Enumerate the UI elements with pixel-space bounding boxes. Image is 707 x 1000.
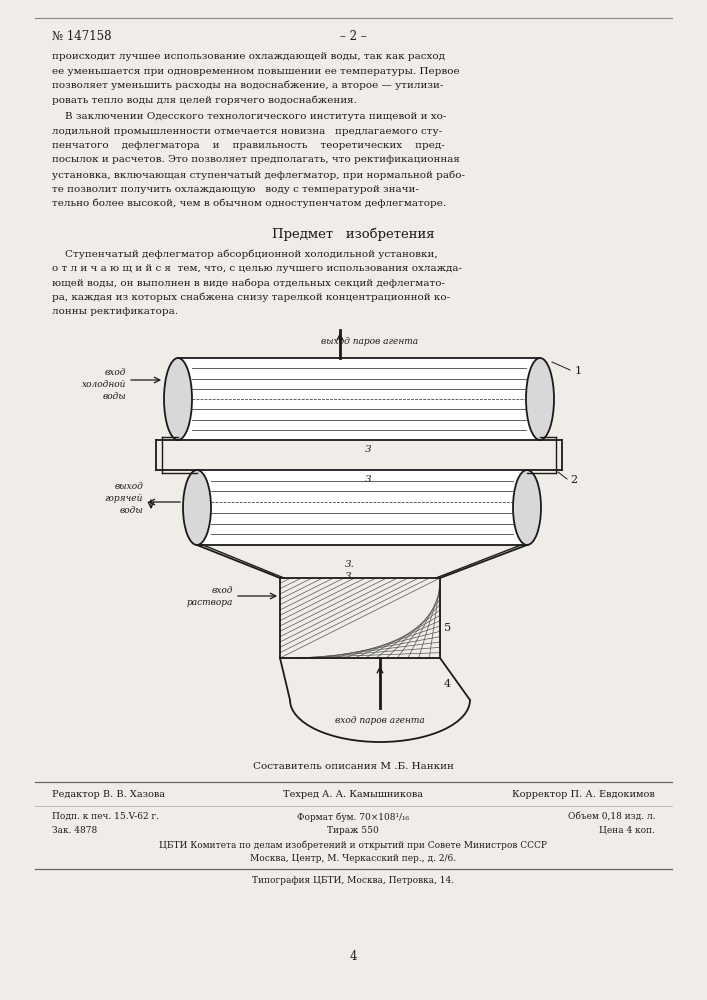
Bar	[178, 358, 540, 440]
Text: 3: 3	[365, 445, 372, 454]
Text: происходит лучшее использование охлаждающей воды, так как расход: происходит лучшее использование охлаждаю…	[52, 52, 445, 61]
Text: тельно более высокой, чем в обычном одноступенчатом дефлегматоре.: тельно более высокой, чем в обычном одно…	[52, 199, 446, 209]
Text: выход паров агента: выход паров агента	[322, 337, 419, 346]
Text: Москва, Центр, М. Черкасский пер., д. 2/6.: Москва, Центр, М. Черкасский пер., д. 2/…	[250, 854, 456, 863]
Text: воды: воды	[119, 506, 143, 515]
Text: 3.: 3.	[345, 560, 355, 569]
Text: ра, каждая из которых снабжена снизу тарелкой концентрационной ко-: ра, каждая из которых снабжена снизу тар…	[52, 293, 450, 302]
Text: 1: 1	[575, 366, 582, 376]
Text: ющей воды, он выполнен в виде набора отдельных секций дефлегмато-: ющей воды, он выполнен в виде набора отд…	[52, 278, 445, 288]
Text: 4: 4	[444, 679, 451, 689]
Text: Типография ЦБТИ, Москва, Петровка, 14.: Типография ЦБТИ, Москва, Петровка, 14.	[252, 876, 454, 885]
Text: Зак. 4878: Зак. 4878	[52, 826, 98, 835]
Text: ее уменьшается при одновременном повышении ее температуры. Первое: ее уменьшается при одновременном повышен…	[52, 66, 460, 76]
Text: Корректор П. А. Евдокимов: Корректор П. А. Евдокимов	[513, 790, 655, 799]
Text: Редактор В. В. Хазова: Редактор В. В. Хазова	[52, 790, 165, 799]
Text: посылок и расчетов. Это позволяет предполагать, что ректификационная: посылок и расчетов. Это позволяет предпо…	[52, 155, 460, 164]
Text: лонны ректификатора.: лонны ректификатора.	[52, 308, 178, 316]
Text: № 147158: № 147158	[52, 30, 112, 43]
Text: Тираж 550: Тираж 550	[327, 826, 379, 835]
Text: Техред А. А. Камышникова: Техред А. А. Камышникова	[283, 790, 423, 799]
Text: Формат бум. 70×108¹/₁₆: Формат бум. 70×108¹/₁₆	[297, 812, 409, 822]
Text: ровать тепло воды для целей горячего водоснабжения.: ровать тепло воды для целей горячего вод…	[52, 96, 357, 105]
Text: Составитель описания М .Б. Нанкин: Составитель описания М .Б. Нанкин	[252, 762, 453, 771]
Text: 4: 4	[349, 950, 357, 963]
Text: те позволит получить охлаждающую   воду с температурой значи-: те позволит получить охлаждающую воду с …	[52, 184, 419, 194]
Ellipse shape	[164, 358, 192, 440]
Text: раствора: раствора	[187, 598, 233, 607]
Text: Подп. к печ. 15.V-62 г.: Подп. к печ. 15.V-62 г.	[52, 812, 159, 821]
Text: Объем 0,18 изд. л.: Объем 0,18 изд. л.	[568, 812, 655, 821]
Text: В заключении Одесского технологического института пищевой и хо-: В заключении Одесского технологического …	[52, 112, 446, 121]
Text: пенчатого    дефлегматора    и    правильность    теоретических    пред-: пенчатого дефлегматора и правильность те…	[52, 141, 445, 150]
Text: о т л и ч а ю щ и й с я  тем, что, с целью лучшего использования охлажда-: о т л и ч а ю щ и й с я тем, что, с цель…	[52, 264, 462, 273]
Text: лодильной промышленности отмечается новизна   предлагаемого сту-: лодильной промышленности отмечается нови…	[52, 126, 442, 135]
Text: холодной: холодной	[81, 380, 126, 389]
Ellipse shape	[513, 470, 541, 545]
Text: Ступенчатый дефлегматор абсорбционной холодильной установки,: Ступенчатый дефлегматор абсорбционной хо…	[52, 249, 438, 259]
Text: воды: воды	[103, 392, 126, 401]
Text: выход: выход	[114, 482, 143, 491]
Text: ЦБТИ Комитета по делам изобретений и открытий при Совете Министров СССР: ЦБТИ Комитета по делам изобретений и отк…	[159, 840, 547, 850]
Text: 3: 3	[365, 475, 372, 484]
Text: горячей: горячей	[105, 494, 143, 503]
Text: позволяет уменьшить расходы на водоснабжение, а второе — утилизи-: позволяет уменьшить расходы на водоснабж…	[52, 81, 443, 91]
Text: установка, включающая ступенчатый дефлегматор, при нормальной рабо-: установка, включающая ступенчатый дефлег…	[52, 170, 465, 180]
Text: 2: 2	[570, 475, 577, 485]
Text: Цена 4 коп.: Цена 4 коп.	[599, 826, 655, 835]
Text: вход паров агента: вход паров агента	[335, 716, 425, 725]
Text: 5: 5	[444, 623, 451, 633]
Ellipse shape	[526, 358, 554, 440]
Text: вход: вход	[211, 586, 233, 595]
Text: 3.: 3.	[345, 572, 355, 581]
Text: вход: вход	[105, 368, 126, 377]
Text: – 2 –: – 2 –	[339, 30, 366, 43]
Text: Предмет   изобретения: Предмет изобретения	[271, 228, 434, 241]
Bar	[197, 470, 527, 545]
Ellipse shape	[183, 470, 211, 545]
